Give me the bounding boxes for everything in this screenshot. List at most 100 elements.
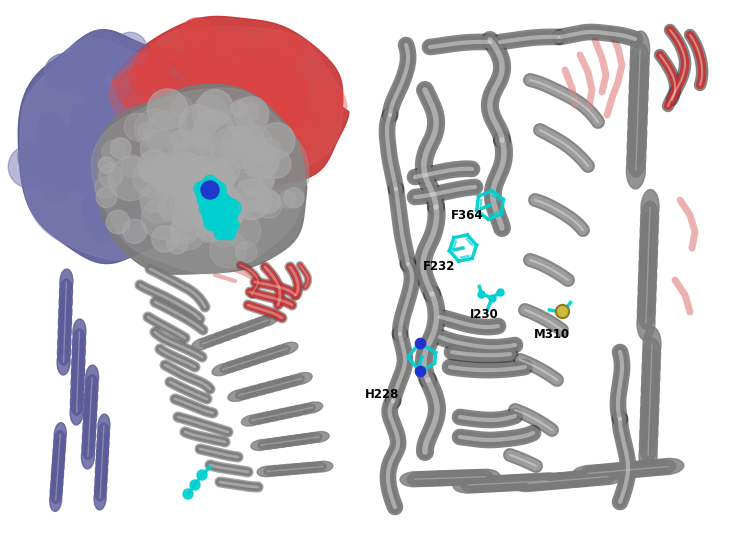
Circle shape — [190, 172, 211, 192]
Circle shape — [194, 204, 231, 241]
Circle shape — [226, 83, 250, 107]
Ellipse shape — [463, 469, 493, 484]
Circle shape — [107, 142, 124, 158]
Ellipse shape — [277, 342, 298, 355]
Ellipse shape — [295, 404, 315, 415]
Circle shape — [66, 55, 94, 84]
Circle shape — [227, 219, 239, 230]
Circle shape — [172, 110, 202, 140]
Circle shape — [245, 98, 264, 118]
Ellipse shape — [442, 470, 472, 485]
Circle shape — [129, 199, 164, 234]
Circle shape — [223, 199, 241, 217]
Ellipse shape — [98, 414, 110, 438]
Circle shape — [202, 90, 228, 117]
Ellipse shape — [257, 466, 278, 477]
Circle shape — [156, 76, 187, 107]
Ellipse shape — [208, 331, 229, 344]
Circle shape — [128, 154, 156, 182]
Circle shape — [196, 175, 217, 196]
Ellipse shape — [620, 461, 652, 477]
Ellipse shape — [279, 407, 300, 418]
Circle shape — [159, 194, 186, 221]
Circle shape — [96, 109, 140, 153]
Circle shape — [192, 135, 210, 153]
Circle shape — [196, 193, 240, 237]
Circle shape — [228, 97, 261, 129]
Circle shape — [257, 56, 288, 86]
Circle shape — [72, 110, 109, 147]
Circle shape — [230, 50, 246, 67]
Ellipse shape — [492, 475, 524, 491]
Circle shape — [70, 105, 87, 122]
Circle shape — [198, 173, 231, 206]
Circle shape — [259, 154, 293, 188]
Circle shape — [213, 215, 237, 239]
Ellipse shape — [308, 432, 329, 442]
Circle shape — [219, 67, 254, 101]
Circle shape — [231, 180, 271, 220]
Ellipse shape — [630, 43, 650, 81]
Circle shape — [213, 157, 240, 184]
Ellipse shape — [71, 379, 84, 405]
Ellipse shape — [639, 437, 657, 473]
Circle shape — [83, 41, 101, 60]
Ellipse shape — [241, 320, 262, 332]
Circle shape — [165, 97, 196, 128]
Circle shape — [193, 110, 235, 151]
Circle shape — [188, 106, 227, 146]
Point — [556, 307, 568, 315]
Circle shape — [154, 125, 173, 143]
Circle shape — [171, 96, 192, 117]
Ellipse shape — [641, 201, 658, 237]
Circle shape — [169, 188, 206, 225]
Circle shape — [179, 105, 217, 143]
Circle shape — [199, 164, 226, 190]
Circle shape — [184, 168, 219, 202]
Ellipse shape — [50, 480, 63, 503]
Circle shape — [130, 110, 159, 137]
Circle shape — [170, 214, 206, 250]
Circle shape — [95, 118, 132, 155]
Circle shape — [135, 95, 163, 123]
Ellipse shape — [638, 281, 656, 317]
Circle shape — [146, 176, 180, 211]
Circle shape — [203, 175, 217, 189]
Circle shape — [152, 71, 190, 108]
Ellipse shape — [244, 353, 265, 365]
Ellipse shape — [284, 463, 305, 474]
Ellipse shape — [252, 350, 273, 362]
Circle shape — [153, 142, 179, 168]
Circle shape — [99, 118, 136, 154]
Circle shape — [206, 89, 243, 126]
Ellipse shape — [536, 473, 568, 490]
Ellipse shape — [639, 258, 657, 294]
Ellipse shape — [407, 471, 437, 487]
Ellipse shape — [94, 486, 106, 510]
Ellipse shape — [627, 139, 646, 177]
Circle shape — [114, 78, 147, 112]
Circle shape — [240, 187, 264, 211]
Circle shape — [173, 202, 202, 231]
Circle shape — [235, 124, 263, 153]
Ellipse shape — [257, 412, 277, 423]
Circle shape — [125, 87, 157, 120]
Circle shape — [182, 127, 215, 161]
Circle shape — [218, 148, 242, 172]
Circle shape — [231, 101, 248, 117]
Circle shape — [138, 122, 155, 140]
Circle shape — [69, 37, 109, 77]
Circle shape — [272, 128, 295, 151]
Ellipse shape — [58, 329, 71, 355]
Circle shape — [191, 128, 208, 146]
Circle shape — [171, 215, 200, 244]
Circle shape — [233, 130, 257, 154]
Circle shape — [63, 53, 106, 95]
Circle shape — [133, 133, 171, 171]
Ellipse shape — [531, 473, 563, 489]
Ellipse shape — [82, 424, 95, 449]
Circle shape — [144, 72, 181, 108]
Ellipse shape — [53, 439, 65, 463]
Circle shape — [151, 166, 178, 192]
Circle shape — [201, 181, 219, 199]
